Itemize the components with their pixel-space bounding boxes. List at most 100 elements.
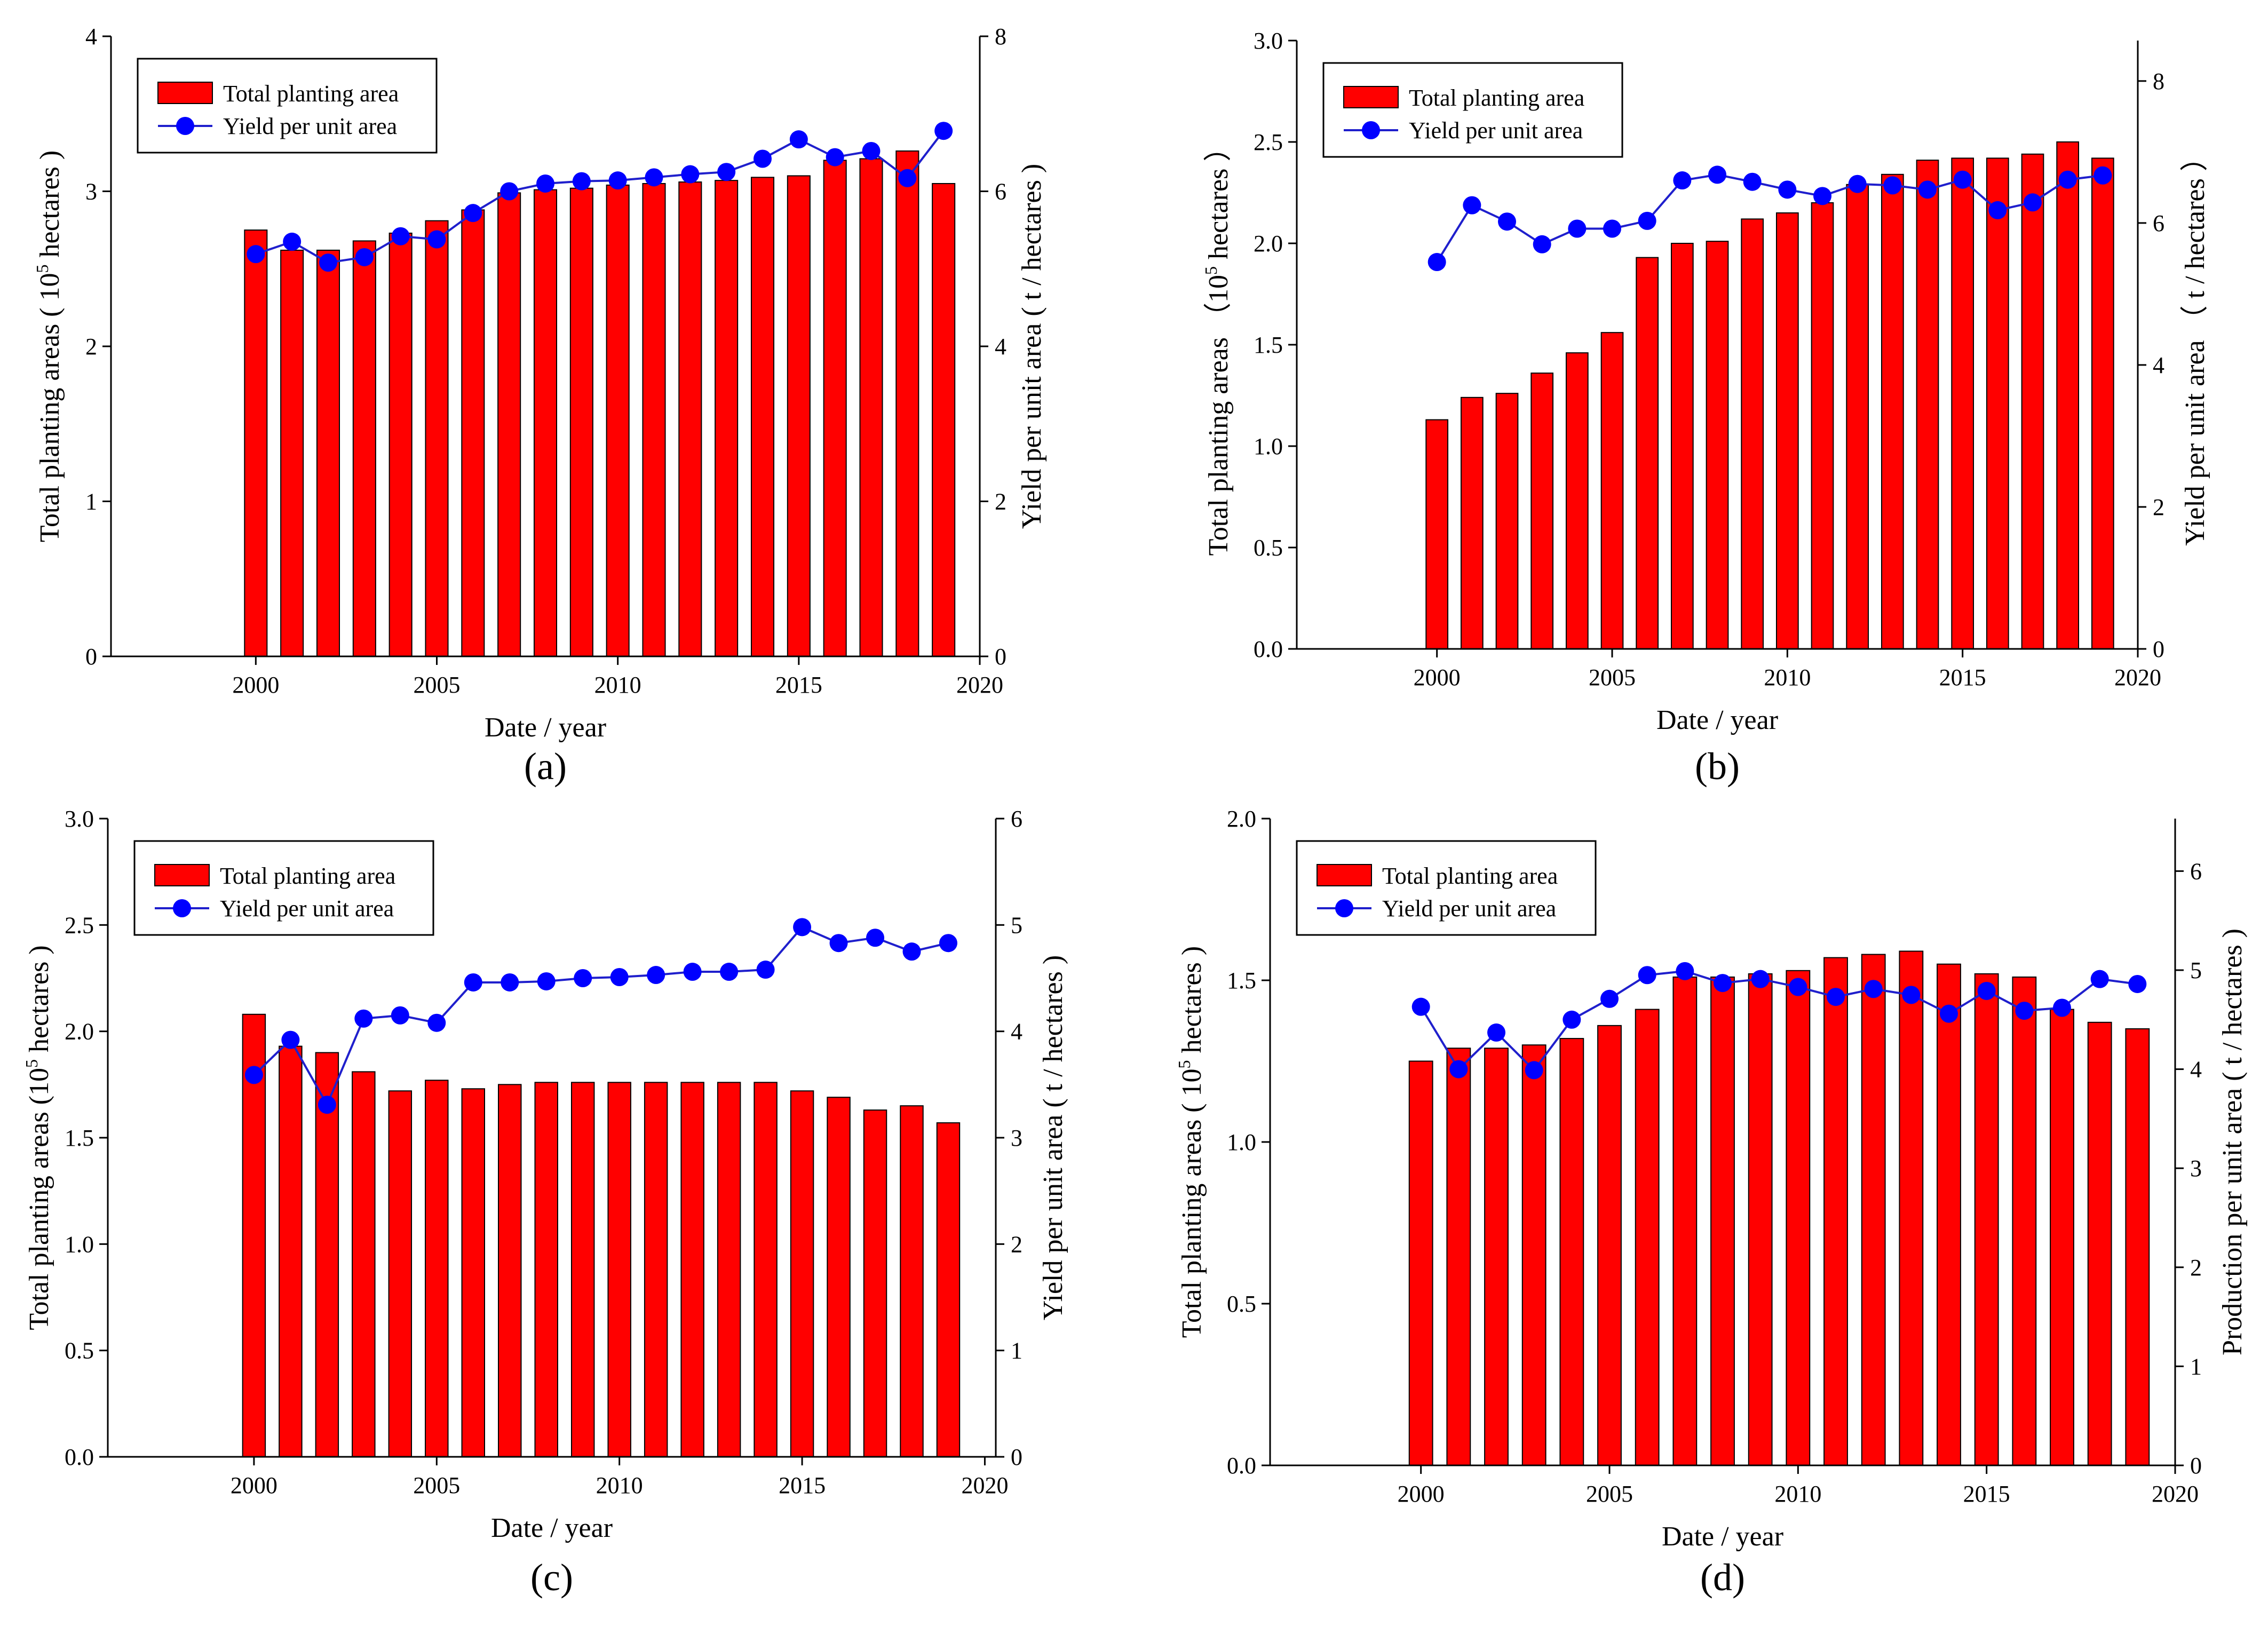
left-axis-title: Total planting areas （105 hectares ）: [1201, 134, 1234, 556]
x-tick-label: 2015: [779, 1472, 826, 1498]
bar-2006: [1635, 1009, 1660, 1466]
bar-2003: [1521, 1044, 1547, 1466]
right-tick-label: 2: [2153, 494, 2164, 520]
left-tick-label: 1.0: [1254, 433, 1283, 459]
bar-2008: [534, 1082, 558, 1457]
bar-2004: [388, 232, 413, 657]
legend-bar-swatch: [157, 82, 213, 104]
left-tick-label: 2.0: [1227, 806, 1256, 832]
bar-2013: [715, 180, 739, 657]
right-tick-label: 8: [2153, 68, 2164, 94]
bar-2000: [1425, 419, 1449, 649]
bar-2003: [352, 1071, 376, 1457]
x-axis-title: Date / year: [1656, 705, 1778, 735]
x-tick-label: 2000: [1398, 1481, 1445, 1507]
bar-2019: [2091, 157, 2114, 649]
yield-point-2014: [1940, 1004, 1958, 1023]
yield-point-2000: [1411, 997, 1430, 1016]
legend: Total planting area Yield per unit area: [137, 58, 438, 154]
legend-bar-label: Total planting area: [1409, 85, 1584, 111]
bar-2018: [2087, 1021, 2112, 1466]
yield-point-2011: [1827, 988, 1845, 1006]
yield-point-2009: [1751, 970, 1770, 988]
bar-2000: [242, 1013, 266, 1457]
legend-box: [1296, 840, 1597, 936]
bar-2007: [498, 1084, 522, 1458]
bar-2017: [863, 1109, 887, 1457]
yield-point-2013: [1902, 986, 1921, 1004]
yield-point-2018: [902, 942, 921, 961]
left-tick-label: 3.0: [65, 806, 94, 832]
left-axis-title: Total planting areas ( 105 hectares ): [33, 150, 65, 542]
bar-2005: [425, 220, 449, 657]
yield-point-2003: [1525, 1061, 1543, 1080]
yield-point-2016: [826, 148, 844, 166]
yield-point-2018: [2058, 170, 2077, 189]
left-tick-label: 2.0: [65, 1019, 94, 1045]
bar-2015: [1974, 973, 1999, 1466]
x-tick-label: 2015: [1939, 664, 1986, 691]
left-axis-title: Total planting areas (105 hectares ): [22, 945, 54, 1330]
bar-2007: [1670, 243, 1694, 649]
legend-box: [137, 58, 438, 154]
bar-2002: [315, 1052, 339, 1457]
legend-bar-label: Total planting area: [223, 81, 399, 107]
bar-2005: [425, 1080, 449, 1457]
yield-point-2006: [1638, 966, 1656, 985]
yield-point-2017: [2024, 193, 2042, 212]
yield-point-2009: [1743, 172, 1762, 191]
legend: Total planting area Yield per unit area: [1322, 62, 1623, 158]
bar-2017: [859, 158, 883, 657]
bar-2007: [1672, 976, 1698, 1466]
yield-point-2007: [501, 973, 519, 991]
bar-2013: [1899, 950, 1924, 1466]
yield-point-2008: [1714, 974, 1732, 993]
bar-2001: [280, 249, 304, 657]
yield-point-2001: [281, 1030, 300, 1049]
bar-2009: [1748, 973, 1773, 1466]
yield-point-2003: [355, 248, 374, 266]
left-tick-label: 3: [85, 179, 97, 205]
yield-point-2008: [536, 174, 554, 193]
bar-2016: [823, 160, 847, 657]
bar-2004: [1559, 1038, 1584, 1466]
x-tick-label: 2010: [596, 1472, 643, 1498]
right-tick-label: 0: [2153, 636, 2164, 662]
bar-2001: [279, 1045, 303, 1458]
right-tick-label: 2: [995, 489, 1006, 515]
left-tick-label: 1.0: [65, 1231, 94, 1257]
legend: Total planting area Yield per unit area: [1296, 840, 1597, 936]
bar-2004: [1565, 352, 1589, 649]
bar-2002: [316, 249, 340, 657]
yield-point-2013: [720, 963, 739, 981]
yield-point-2018: [2090, 970, 2109, 988]
yield-point-2008: [1708, 165, 1726, 184]
legend-box: [133, 840, 434, 936]
right-tick-label: 6: [2153, 210, 2164, 236]
yield-point-2004: [1568, 219, 1587, 238]
bar-2011: [1811, 202, 1834, 649]
right-tick-label: 0: [2190, 1453, 2202, 1479]
chart-panel-a: 0 1 2 3 4 0 2 4 6 8 2000 2005 2010 2015 2020 Date / yea…: [33, 23, 1047, 788]
bar-2011: [1823, 957, 1848, 1466]
yield-point-2015: [1977, 981, 1996, 1000]
yield-point-2010: [610, 968, 629, 987]
legend-bar-swatch: [154, 864, 210, 886]
panel-label: (d): [1700, 1556, 1745, 1599]
left-tick-label: 2.0: [1254, 231, 1283, 257]
left-tick-label: 1: [85, 489, 97, 515]
left-tick-label: 2.5: [65, 912, 94, 938]
yield-point-2013: [717, 163, 736, 181]
bar-2018: [2056, 141, 2080, 649]
bar-2016: [1986, 157, 2009, 649]
yield-point-2004: [391, 1006, 409, 1025]
left-tick-label: 4: [85, 23, 97, 50]
legend-line-label: Yield per unit area: [1382, 895, 1556, 922]
bar-2017: [2050, 1009, 2074, 1466]
x-tick-label: 2020: [961, 1472, 1008, 1498]
yield-point-2015: [789, 130, 808, 149]
bar-2010: [606, 184, 630, 657]
yield-point-2002: [318, 1096, 336, 1114]
yield-point-2002: [1487, 1023, 1505, 1042]
bar-2019: [936, 1122, 961, 1457]
